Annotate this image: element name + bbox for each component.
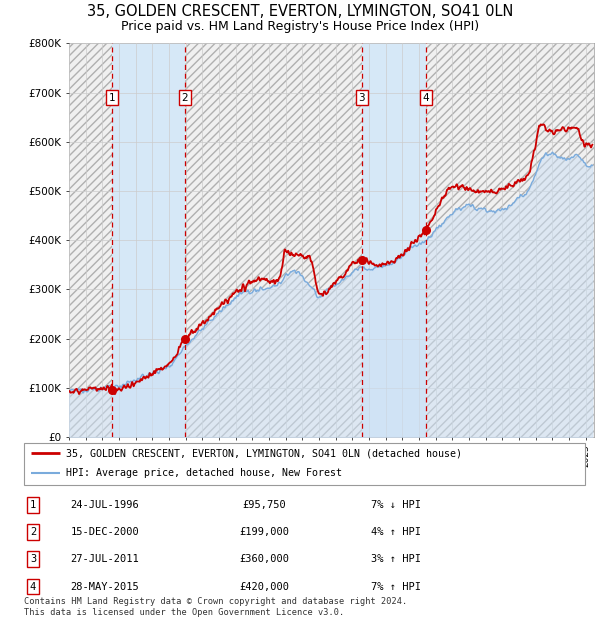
- Text: HPI: Average price, detached house, New Forest: HPI: Average price, detached house, New …: [66, 467, 342, 477]
- Text: 3% ↑ HPI: 3% ↑ HPI: [371, 554, 421, 564]
- Bar: [185, 43, 362, 437]
- Text: £199,000: £199,000: [239, 527, 289, 537]
- Text: 3: 3: [30, 554, 36, 564]
- Text: Price paid vs. HM Land Registry's House Price Index (HPI): Price paid vs. HM Land Registry's House …: [121, 20, 479, 33]
- FancyBboxPatch shape: [24, 443, 585, 485]
- Text: 4% ↑ HPI: 4% ↑ HPI: [371, 527, 421, 537]
- Text: 1: 1: [30, 500, 36, 510]
- Text: £360,000: £360,000: [239, 554, 289, 564]
- Text: 15-DEC-2000: 15-DEC-2000: [71, 527, 139, 537]
- Text: 7% ↓ HPI: 7% ↓ HPI: [371, 500, 421, 510]
- Text: £95,750: £95,750: [242, 500, 286, 510]
- Text: 27-JUL-2011: 27-JUL-2011: [71, 554, 139, 564]
- Text: 2: 2: [30, 527, 36, 537]
- Text: £420,000: £420,000: [239, 582, 289, 591]
- Text: 28-MAY-2015: 28-MAY-2015: [71, 582, 139, 591]
- Text: 3: 3: [359, 92, 365, 102]
- Bar: [362, 43, 426, 437]
- Text: 35, GOLDEN CRESCENT, EVERTON, LYMINGTON, SO41 0LN (detached house): 35, GOLDEN CRESCENT, EVERTON, LYMINGTON,…: [66, 448, 462, 458]
- Bar: [69, 43, 112, 437]
- Text: 4: 4: [422, 92, 429, 102]
- Bar: [112, 43, 185, 437]
- Text: 24-JUL-1996: 24-JUL-1996: [71, 500, 139, 510]
- Bar: [426, 43, 594, 437]
- Text: Contains HM Land Registry data © Crown copyright and database right 2024.
This d: Contains HM Land Registry data © Crown c…: [24, 598, 407, 617]
- Text: 35, GOLDEN CRESCENT, EVERTON, LYMINGTON, SO41 0LN: 35, GOLDEN CRESCENT, EVERTON, LYMINGTON,…: [87, 4, 513, 19]
- Text: 4: 4: [30, 582, 36, 591]
- Text: 1: 1: [109, 92, 115, 102]
- Text: 7% ↑ HPI: 7% ↑ HPI: [371, 582, 421, 591]
- Text: 2: 2: [182, 92, 188, 102]
